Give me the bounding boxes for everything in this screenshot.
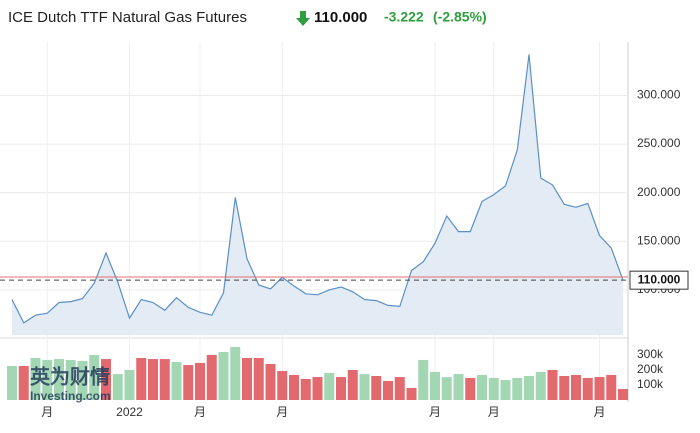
volume-bar bbox=[124, 370, 135, 400]
volume-bar bbox=[30, 358, 41, 400]
volume-bar bbox=[277, 371, 288, 400]
volume-bar bbox=[54, 359, 64, 400]
price-line bbox=[11, 54, 624, 324]
price-change: -3.222 bbox=[384, 9, 424, 25]
volume-bar bbox=[488, 377, 499, 400]
area bbox=[12, 54, 623, 335]
volume-bar bbox=[606, 374, 617, 400]
volume-bar bbox=[112, 374, 123, 400]
last-price-label: 110.000 bbox=[638, 272, 681, 286]
last-price: 110.000 bbox=[314, 9, 367, 26]
volume-bar bbox=[300, 379, 311, 400]
volume-bar bbox=[500, 380, 511, 400]
volume-bar bbox=[582, 377, 593, 400]
volume-bar bbox=[512, 377, 523, 400]
volume-bar bbox=[535, 371, 546, 400]
volume-bar bbox=[289, 374, 299, 400]
volume-bar bbox=[230, 347, 241, 400]
volume-bar bbox=[418, 359, 429, 400]
volume-bar bbox=[383, 380, 393, 400]
x-tick-label: 2022 bbox=[116, 405, 143, 419]
volume-bar bbox=[159, 359, 170, 400]
volume-bar bbox=[171, 362, 182, 400]
x-tick-label: 月 bbox=[194, 405, 206, 419]
volume-bar bbox=[618, 389, 628, 400]
volume-bar bbox=[465, 377, 476, 400]
y-tick-label: 250.000 bbox=[637, 136, 681, 150]
watermark: Investing.com bbox=[30, 389, 111, 403]
volume-bar bbox=[242, 358, 252, 400]
volume-bar bbox=[336, 377, 346, 400]
volume-bar bbox=[394, 377, 405, 400]
volume-bar bbox=[218, 352, 229, 400]
volume-bar bbox=[441, 377, 452, 400]
volume-bar bbox=[359, 374, 370, 400]
volume-bar bbox=[65, 359, 76, 400]
volume-tick-label: 300k bbox=[637, 347, 664, 361]
volume-tick-label: 100k bbox=[637, 377, 664, 391]
price-change-pct: (-2.85%) bbox=[433, 9, 487, 25]
volume-bar bbox=[89, 355, 100, 400]
y-tick-label: 300.000 bbox=[637, 88, 681, 102]
volume-bar bbox=[594, 377, 605, 400]
volume-bar bbox=[7, 365, 17, 400]
volume-bar bbox=[136, 358, 147, 400]
x-tick-label: 月 bbox=[429, 405, 441, 419]
volume-bar bbox=[18, 365, 29, 400]
volume-bar bbox=[406, 388, 417, 400]
volume-bar bbox=[206, 355, 217, 400]
volume-bar bbox=[77, 361, 88, 400]
x-tick-label: 月 bbox=[593, 405, 605, 419]
volume-bar bbox=[312, 377, 323, 400]
volume-bar bbox=[371, 376, 382, 400]
volume-bar bbox=[571, 374, 581, 400]
volume-bar bbox=[183, 365, 194, 400]
volume-bar bbox=[42, 359, 53, 400]
volume-bar bbox=[559, 376, 570, 400]
volume-bar bbox=[453, 374, 464, 400]
volume-bar bbox=[347, 370, 358, 400]
volume-tick-label: 200k bbox=[637, 362, 664, 376]
watermark: 英为财情 bbox=[30, 364, 110, 388]
volume-bar bbox=[265, 364, 276, 400]
volume-bar bbox=[148, 359, 158, 400]
x-tick-label: 月 bbox=[41, 405, 53, 419]
volume-bar bbox=[195, 362, 205, 400]
down-arrow bbox=[296, 11, 310, 26]
volume-bar bbox=[101, 359, 111, 400]
x-tick-label: 月 bbox=[276, 405, 288, 419]
volume-bar bbox=[430, 371, 440, 400]
volume-bar bbox=[524, 376, 534, 400]
x-tick-label: 月 bbox=[488, 405, 500, 419]
y-tick-label: 200.000 bbox=[637, 185, 681, 199]
volume-bar bbox=[324, 373, 335, 400]
y-tick-label: 150.000 bbox=[637, 233, 681, 247]
chart-title: ICE Dutch TTF Natural Gas Futures bbox=[8, 9, 247, 26]
volume-bar bbox=[477, 374, 487, 400]
volume-bar bbox=[253, 358, 264, 400]
volume-bar bbox=[547, 370, 558, 400]
last-price-box bbox=[629, 270, 689, 290]
